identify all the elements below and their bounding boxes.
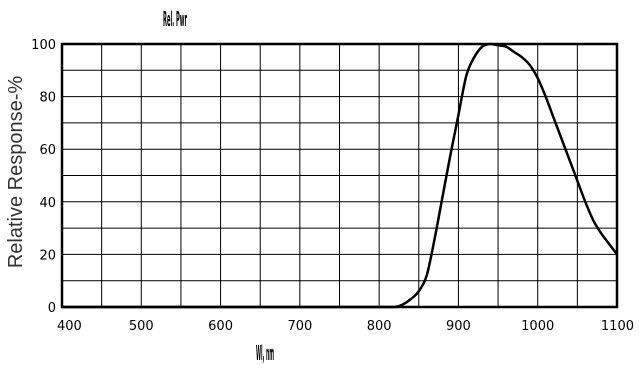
top-overprint-label: Rel. Pwr bbox=[163, 7, 187, 31]
grid bbox=[62, 44, 617, 307]
x-tick-labels: 400 500 600 700 800 900 1000 1100 bbox=[57, 319, 634, 334]
x-tick-label: 500 bbox=[129, 319, 154, 334]
x-tick-label: 900 bbox=[446, 319, 471, 334]
x-tick-label: 400 bbox=[57, 319, 82, 334]
x-tick-label: 600 bbox=[208, 319, 233, 334]
y-tick-label: 100 bbox=[31, 38, 56, 53]
x-tick-label: 1100 bbox=[601, 319, 634, 334]
y-tick-label: 60 bbox=[39, 143, 56, 158]
x-tick-label: 700 bbox=[287, 319, 312, 334]
y-tick-label: 40 bbox=[39, 196, 56, 211]
x-tick-label: 1000 bbox=[521, 319, 554, 334]
y-axis-label: Relative Response-% bbox=[5, 76, 27, 269]
bottom-overprint-label: Wl, nm bbox=[256, 341, 274, 365]
series-line bbox=[61, 42, 618, 309]
x-tick-label: 800 bbox=[367, 319, 392, 334]
y-tick-label: 20 bbox=[39, 248, 56, 263]
y-tick-labels: 0 20 40 60 80 100 bbox=[31, 38, 56, 316]
y-tick-label: 80 bbox=[39, 91, 56, 106]
y-tick-label: 0 bbox=[48, 301, 56, 316]
